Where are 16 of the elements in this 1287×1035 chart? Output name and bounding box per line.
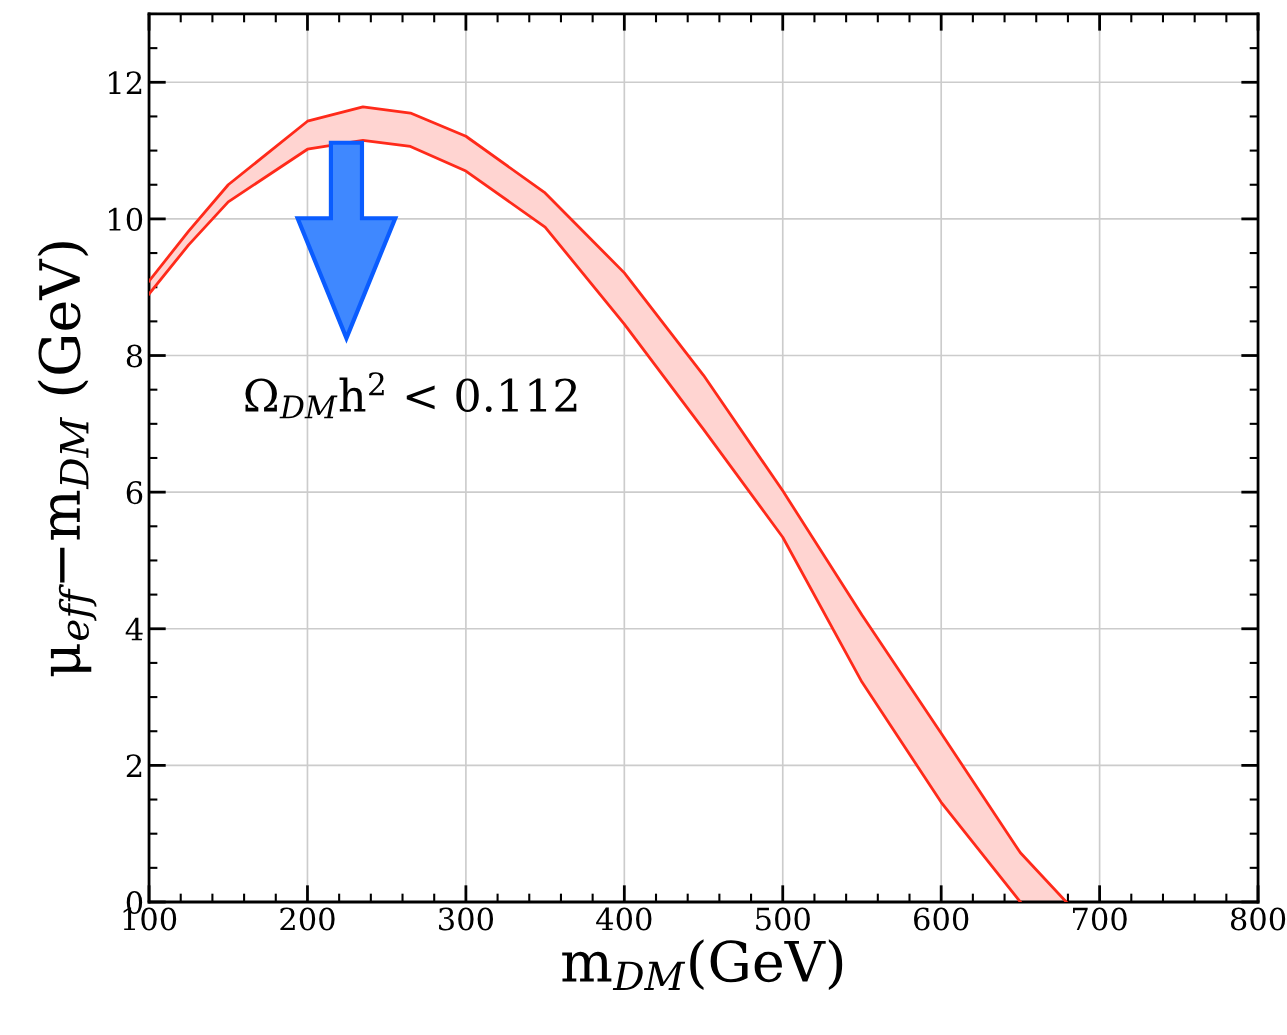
- x-tick-label: 800: [1230, 907, 1286, 931]
- y-tick-label: 8: [126, 344, 143, 368]
- x-tick-label: 700: [1073, 907, 1127, 931]
- x-tick-label: 400: [596, 907, 652, 931]
- y-tick-label: 2: [126, 754, 142, 777]
- y-tick-label: 6: [126, 481, 143, 505]
- x-tick-label: 500: [756, 907, 810, 931]
- x-axis-title: m$_{DM}$(GeV): [562, 939, 843, 991]
- x-tick-label: 200: [280, 907, 335, 931]
- y-tick-label: 4: [125, 617, 143, 641]
- annotation: Ω$_{DM}$h$^{2}$ < 0.112: [245, 372, 577, 419]
- x-tick-label: 300: [439, 907, 494, 931]
- y-tick-label: 12: [109, 71, 142, 94]
- x-tick-label: 600: [914, 907, 969, 931]
- y-tick-label: 10: [109, 207, 143, 231]
- y-axis-title: μ$_{eff}$−m$_{DM}$ (GeV): [37, 242, 97, 677]
